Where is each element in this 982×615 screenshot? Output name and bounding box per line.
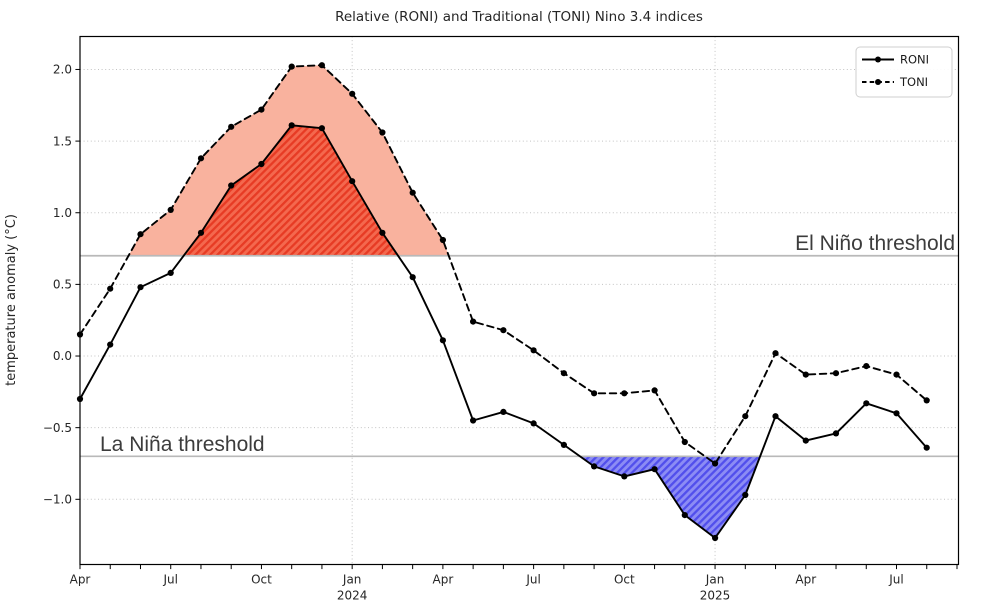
svg-text:Jul: Jul	[525, 573, 540, 587]
svg-text:Jan: Jan	[342, 573, 362, 587]
legend-roni-label: RONI	[900, 53, 929, 67]
svg-text:0.5: 0.5	[53, 278, 72, 292]
svg-text:Apr: Apr	[70, 573, 91, 587]
svg-text:Apr: Apr	[433, 573, 454, 587]
legend-item-roni: RONI	[862, 53, 929, 67]
gridlines	[80, 36, 959, 565]
legend: RONI TONI	[855, 46, 953, 98]
threshold-lines	[80, 254, 959, 458]
svg-text:0.0: 0.0	[53, 349, 72, 363]
axes-and-ticks: Apr Jul Oct Jan 2024 Apr Jul Oct Jan 2025 Apr Jul 2.…	[43, 35, 960, 603]
legend-toni-label: TONI	[899, 75, 928, 89]
svg-text:2.0: 2.0	[53, 63, 72, 77]
svg-text:Jul: Jul	[888, 573, 903, 587]
legend-toni-marker-icon	[875, 79, 881, 85]
legend-item-toni: TONI	[862, 75, 928, 89]
el-nino-threshold-label: El Niño threshold	[795, 232, 955, 255]
svg-text:−0.5: −0.5	[43, 421, 72, 435]
chart-title: Relative (RONI) and Traditional (TONI) N…	[335, 9, 703, 25]
svg-text:2025: 2025	[700, 589, 731, 603]
svg-text:Jul: Jul	[162, 573, 177, 587]
svg-text:1.0: 1.0	[53, 206, 72, 220]
svg-text:Oct: Oct	[614, 573, 635, 587]
y-axis-label: temperature anomaly (°C)	[4, 214, 19, 386]
svg-text:2024: 2024	[337, 589, 368, 603]
data-series	[76, 62, 930, 542]
la-nina-threshold-label: La Niña threshold	[100, 433, 265, 456]
svg-text:1.5: 1.5	[53, 134, 72, 148]
svg-text:Apr: Apr	[795, 573, 816, 587]
legend-roni-marker-icon	[875, 56, 881, 63]
svg-text:−1.0: −1.0	[43, 493, 72, 507]
svg-text:Jan: Jan	[705, 573, 725, 587]
svg-text:Oct: Oct	[251, 573, 272, 587]
